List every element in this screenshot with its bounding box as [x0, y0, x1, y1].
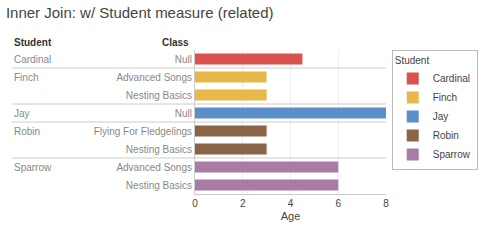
- svg-text:Student: Student: [395, 55, 430, 66]
- svg-text:Nesting Basics: Nesting Basics: [126, 90, 192, 101]
- svg-text:Finch: Finch: [14, 72, 38, 83]
- svg-text:4: 4: [288, 198, 294, 209]
- svg-text:Flying For Fledgelings: Flying For Fledgelings: [94, 126, 192, 137]
- svg-text:Nesting Basics: Nesting Basics: [126, 180, 192, 191]
- svg-text:Cardinal: Cardinal: [14, 54, 51, 65]
- svg-text:Advanced Songs: Advanced Songs: [116, 72, 192, 83]
- svg-text:Sparrow: Sparrow: [433, 149, 471, 160]
- svg-text:2: 2: [240, 198, 246, 209]
- svg-text:Nesting Basics: Nesting Basics: [126, 144, 192, 155]
- svg-text:Finch: Finch: [433, 92, 457, 103]
- svg-text:Robin: Robin: [14, 126, 40, 137]
- svg-text:Class: Class: [162, 37, 189, 48]
- svg-text:Jay: Jay: [14, 108, 30, 119]
- svg-text:Student: Student: [14, 37, 52, 48]
- svg-text:Age: Age: [281, 210, 301, 222]
- svg-text:Advanced Songs: Advanced Songs: [116, 162, 192, 173]
- svg-text:Robin: Robin: [433, 130, 459, 141]
- svg-text:Null: Null: [175, 108, 192, 119]
- svg-text:Sparrow: Sparrow: [14, 162, 52, 173]
- svg-text:Cardinal: Cardinal: [433, 73, 470, 84]
- svg-text:Inner Join: w/ Student measure: Inner Join: w/ Student measure (related): [6, 4, 274, 21]
- svg-text:Jay: Jay: [433, 111, 449, 122]
- svg-text:Null: Null: [175, 54, 192, 65]
- svg-text:6: 6: [335, 198, 341, 209]
- svg-text:8: 8: [383, 198, 389, 209]
- svg-text:0: 0: [192, 198, 198, 209]
